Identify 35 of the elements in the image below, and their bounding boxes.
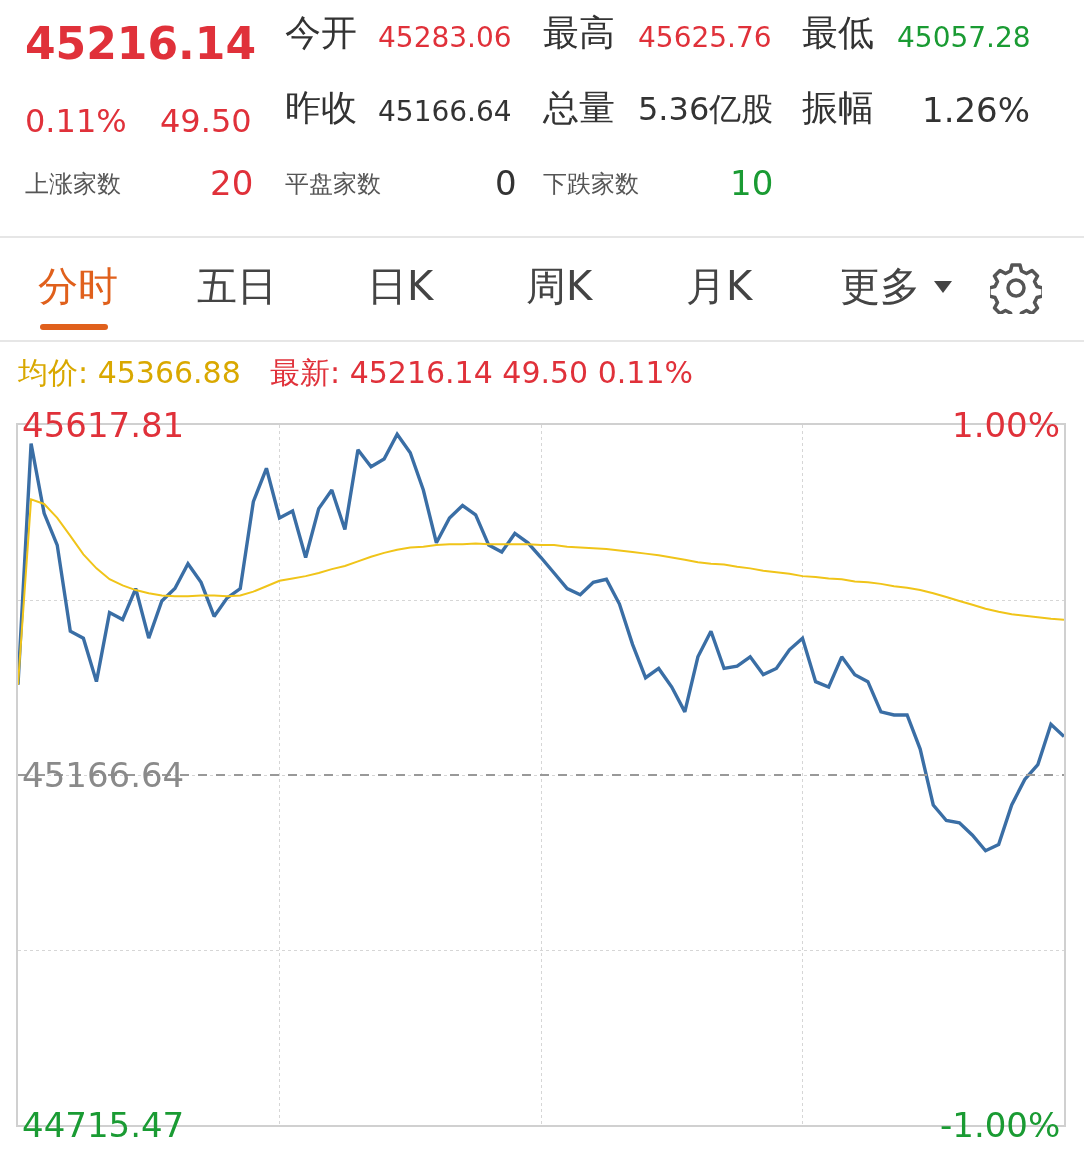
text: 5.36亿股: [638, 90, 774, 128]
text: 45166.64: [378, 95, 512, 128]
text: 昨收: [285, 87, 357, 128]
text: 平盘家数: [285, 170, 381, 198]
text: 1.26%: [922, 90, 1031, 130]
text: 45057.28: [897, 21, 1031, 54]
text: 45216.14: [25, 18, 257, 69]
y-tick-label: 45166.64: [22, 755, 185, 795]
text: 月K: [686, 263, 753, 309]
text: 五日: [197, 263, 277, 309]
text: 10: [730, 163, 774, 203]
text: 最高: [543, 12, 615, 53]
text: 上涨家数: [25, 170, 121, 198]
text: 20: [210, 163, 254, 203]
text: 分时: [38, 263, 118, 309]
text: 均价: 45366.88: [18, 355, 241, 390]
y-tick-label: 44715.47: [22, 1105, 185, 1145]
text: 最低: [802, 12, 874, 53]
y-tick-label: 45617.81: [22, 405, 185, 445]
text: 总量: [543, 87, 615, 128]
text: 今开: [285, 12, 357, 53]
text: 振幅: [802, 87, 874, 128]
text: 最新: 45216.14 49.50 0.11%: [270, 355, 694, 390]
text: 45625.76: [638, 21, 772, 54]
line-series: [18, 498, 1064, 686]
text: 下跌家数: [543, 170, 639, 198]
text: 45283.06: [378, 21, 512, 54]
text: 49.50: [160, 102, 252, 140]
text: 周K: [526, 263, 593, 309]
text: 更多: [840, 263, 920, 309]
text: 0: [495, 163, 517, 203]
y2-tick-label: -1.00%: [940, 1105, 1061, 1145]
y2-tick-label: 1.00%: [952, 405, 1061, 445]
text: 0.11%: [25, 102, 127, 140]
text: 日K: [367, 263, 434, 309]
